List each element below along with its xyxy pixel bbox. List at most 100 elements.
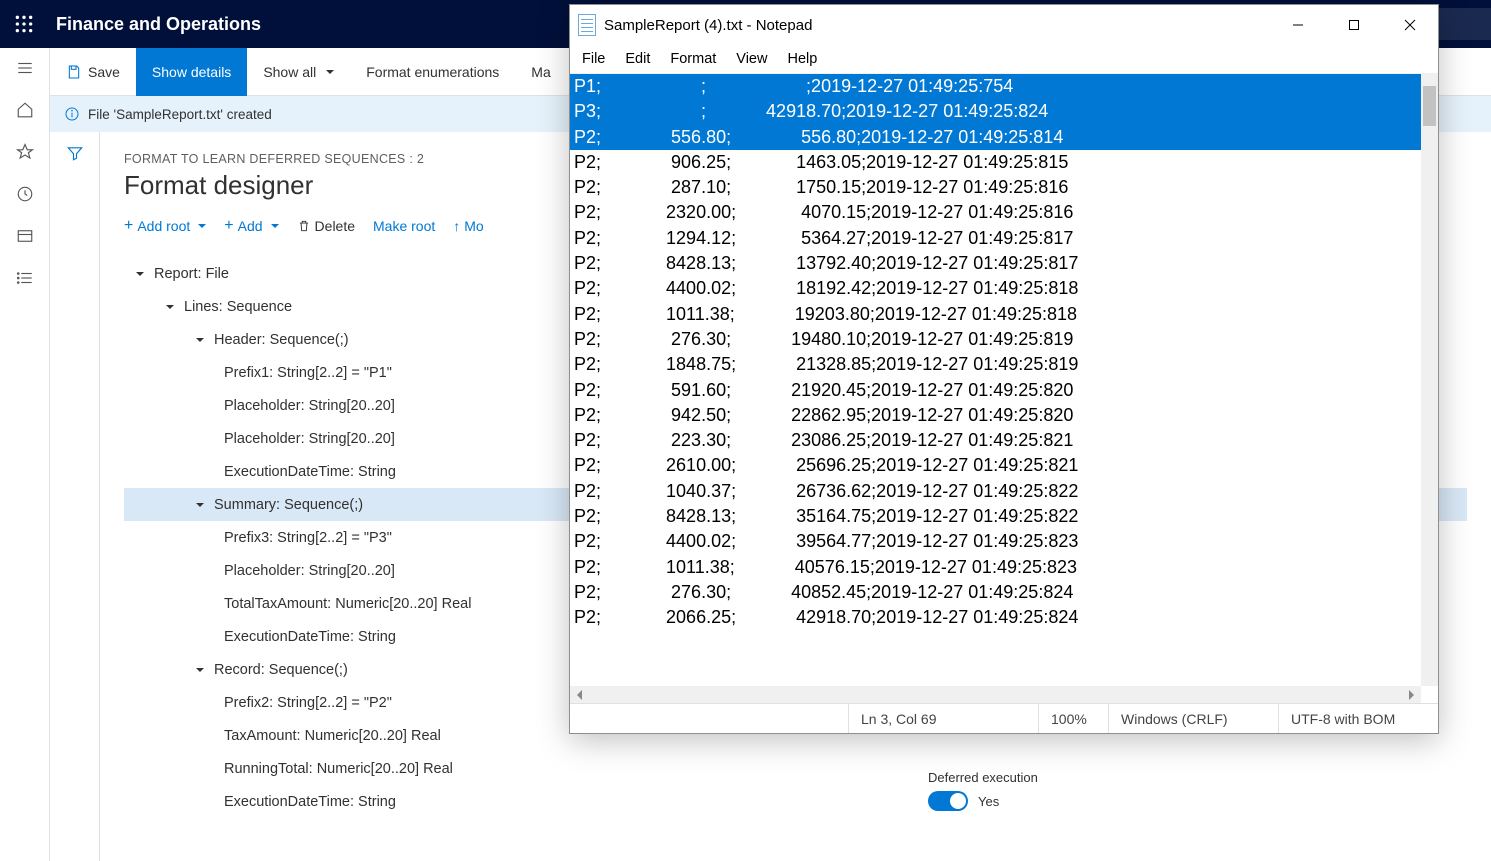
show-details-button[interactable]: Show details [136,48,247,96]
text-line[interactable]: P2; 556.80; 556.80;2019-12-27 01:49:25:8… [570,125,1421,150]
text-line[interactable]: P3; ; 42918.70;2019-12-27 01:49:25:824 [570,99,1421,124]
format-enum-label: Format enumerations [366,64,499,80]
notepad-icon [578,14,596,36]
text-line[interactable]: P2; 287.10; 1750.15;2019-12-27 01:49:25:… [570,175,1421,200]
add-root-label: Add root [137,218,190,234]
delete-label: Delete [315,218,355,234]
home-icon[interactable] [15,100,35,120]
move-up-button[interactable]: ↑Mo [453,218,483,234]
notepad-titlebar[interactable]: SampleReport (4).txt - Notepad [570,5,1438,45]
text-line[interactable]: P2; 2066.25; 42918.70;2019-12-27 01:49:2… [570,605,1421,630]
waffle-icon[interactable] [0,0,48,48]
deferred-execution-field: Deferred execution Yes [928,770,1038,811]
make-root-button[interactable]: Make root [373,218,435,234]
add-button[interactable]: +Add [224,217,278,235]
menu-help[interactable]: Help [787,51,817,67]
tree-label: Prefix2: String[2..2] = "P2" [224,695,392,711]
app-title: Finance and Operations [56,14,261,35]
save-label: Save [88,64,120,80]
show-details-label: Show details [152,64,231,80]
text-line[interactable]: P2; 223.30; 23086.25;2019-12-27 01:49:25… [570,428,1421,453]
deferred-exec-label: Deferred execution [928,770,1038,785]
status-encoding: UTF-8 with BOM [1278,704,1438,733]
text-line[interactable]: P2; 1040.37; 26736.62;2019-12-27 01:49:2… [570,479,1421,504]
format-enum-button[interactable]: Format enumerations [350,48,515,96]
left-rail [0,48,50,861]
tree-label: TotalTaxAmount: Numeric[20..20] Real [224,596,471,612]
text-line[interactable]: P2; 1011.38; 19203.80;2019-12-27 01:49:2… [570,302,1421,327]
text-line[interactable]: P2; 1011.38; 40576.15;2019-12-27 01:49:2… [570,555,1421,580]
move-up-label: Mo [464,218,483,234]
menu-view[interactable]: View [736,51,767,67]
notepad-title: SampleReport (4).txt - Notepad [604,17,812,34]
tree-node[interactable]: ExecutionDateTime: String [124,785,1467,818]
save-button[interactable]: Save [50,48,136,96]
deferred-exec-value: Yes [978,794,999,809]
add-root-button[interactable]: +Add root [124,217,206,235]
status-zoom: 100% [1038,704,1108,733]
info-text: File 'SampleReport.txt' created [88,107,272,122]
close-button[interactable] [1382,5,1438,45]
text-line[interactable]: P2; 8428.13; 13792.40;2019-12-27 01:49:2… [570,251,1421,276]
deferred-exec-toggle[interactable] [928,791,968,811]
scrollbar-horizontal[interactable] [570,686,1421,703]
make-root-label: Make root [373,218,435,234]
text-line[interactable]: P2; 8428.13; 35164.75;2019-12-27 01:49:2… [570,504,1421,529]
list-icon[interactable] [15,268,35,288]
menu-file[interactable]: File [582,51,605,67]
tree-label: RunningTotal: Numeric[20..20] Real [224,761,453,777]
menu-edit[interactable]: Edit [625,51,650,67]
filter-icon[interactable] [66,144,84,162]
tree-label: TaxAmount: Numeric[20..20] Real [224,728,441,744]
text-line[interactable]: P2; 942.50; 22862.95;2019-12-27 01:49:25… [570,403,1421,428]
clock-icon[interactable] [15,184,35,204]
scrollbar-vertical[interactable] [1421,74,1438,686]
tree-label: Report: File [154,266,229,282]
save-icon [66,64,82,80]
mapping-button[interactable]: Ma [515,48,566,96]
menu-format[interactable]: Format [670,51,716,67]
text-line[interactable]: P2; 591.60; 21920.45;2019-12-27 01:49:25… [570,378,1421,403]
text-line[interactable]: P2; 4400.02; 39564.77;2019-12-27 01:49:2… [570,529,1421,554]
text-line[interactable]: P2; 4400.02; 18192.42;2019-12-27 01:49:2… [570,276,1421,301]
text-line[interactable]: P2; 1848.75; 21328.85;2019-12-27 01:49:2… [570,352,1421,377]
text-line[interactable]: P2; 1294.12; 5364.27;2019-12-27 01:49:25… [570,226,1421,251]
tree-label: ExecutionDateTime: String [224,629,396,645]
tree-label: ExecutionDateTime: String [224,794,396,810]
text-line[interactable]: P2; 906.25; 1463.05;2019-12-27 01:49:25:… [570,150,1421,175]
tree-label: Lines: Sequence [184,299,292,315]
tree-label: Record: Sequence(;) [214,662,348,678]
show-all-button[interactable]: Show all [247,48,350,96]
maximize-button[interactable] [1326,5,1382,45]
star-icon[interactable] [15,142,35,162]
module-icon[interactable] [15,226,35,246]
notepad-menu: File Edit Format View Help [570,45,1438,73]
info-icon [64,106,80,122]
text-line[interactable]: P2; 276.30; 40852.45;2019-12-27 01:49:25… [570,580,1421,605]
status-spacer [570,704,848,733]
tree-label: ExecutionDateTime: String [224,464,396,480]
tree-label: Placeholder: String[20..20] [224,563,395,579]
text-line[interactable]: P2; 2320.00; 4070.15;2019-12-27 01:49:25… [570,200,1421,225]
notepad-window: SampleReport (4).txt - Notepad File Edit… [569,4,1439,734]
notepad-body[interactable]: P1; ; ;2019-12-27 01:49:25:754P3; ; 4291… [570,73,1438,703]
hamburger-icon[interactable] [15,58,35,78]
text-line[interactable]: P2; 2610.00; 25696.25;2019-12-27 01:49:2… [570,453,1421,478]
notepad-statusbar: Ln 3, Col 69 100% Windows (CRLF) UTF-8 w… [570,703,1438,733]
tree-label: Summary: Sequence(;) [214,497,363,513]
tree-node[interactable]: RunningTotal: Numeric[20..20] Real [124,752,1467,785]
status-eol: Windows (CRLF) [1108,704,1278,733]
text-line[interactable]: P2; 276.30; 19480.10;2019-12-27 01:49:25… [570,327,1421,352]
filter-column [50,132,100,861]
text-line[interactable]: P1; ; ;2019-12-27 01:49:25:754 [570,74,1421,99]
tree-label: Prefix1: String[2..2] = "P1" [224,365,392,381]
status-position: Ln 3, Col 69 [848,704,1038,733]
mapping-label: Ma [531,64,550,80]
tree-label: Placeholder: String[20..20] [224,398,395,414]
minimize-button[interactable] [1270,5,1326,45]
tree-label: Header: Sequence(;) [214,332,349,348]
trash-icon [297,219,311,233]
tree-label: Placeholder: String[20..20] [224,431,395,447]
add-label: Add [238,218,263,234]
delete-button[interactable]: Delete [297,218,355,234]
